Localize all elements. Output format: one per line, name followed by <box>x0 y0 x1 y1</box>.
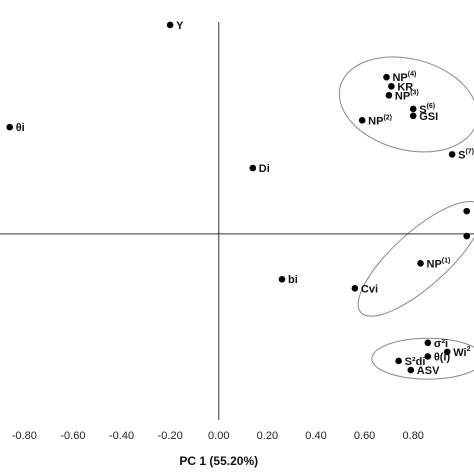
point-label: Di <box>259 163 270 175</box>
point-label: Y <box>176 20 184 32</box>
x-tick-label: -0.40 <box>109 430 134 442</box>
point-label: Cvi <box>361 283 378 295</box>
point-label: S²di <box>405 356 426 368</box>
x-tick-label: 0.80 <box>403 430 424 442</box>
data-point <box>463 232 471 240</box>
data-point <box>395 357 402 365</box>
x-tick-label: 0.60 <box>354 430 375 442</box>
data-point <box>407 366 415 374</box>
data-point <box>424 353 432 360</box>
data-point <box>249 164 257 172</box>
data-point <box>388 82 395 90</box>
point-label: NP(3) <box>395 89 419 102</box>
data-point <box>409 112 417 120</box>
data-point <box>358 117 366 124</box>
data-point <box>463 207 471 215</box>
data-point <box>278 275 286 283</box>
x-tick-label: 0.20 <box>257 430 278 442</box>
point-label: NP(1) <box>427 257 451 270</box>
point-label: θi <box>16 122 25 134</box>
x-tick-label: 0.40 <box>305 430 326 442</box>
cluster-ellipse <box>371 337 474 380</box>
data-point <box>409 105 417 113</box>
point-label: σ²i <box>434 338 448 350</box>
point-label: GSI <box>419 111 438 123</box>
point-label: θ(i) <box>434 351 451 363</box>
point-label: Wi2 <box>453 346 470 359</box>
data-point <box>6 123 14 131</box>
cluster-ellipse <box>357 200 474 317</box>
data-point <box>166 21 174 29</box>
x-tick-label: 0.00 <box>208 430 229 442</box>
data-point <box>448 151 456 158</box>
point-label: ASV <box>417 365 440 377</box>
data-point <box>443 348 451 356</box>
data-point <box>417 260 424 267</box>
data-point <box>424 339 432 347</box>
data-point <box>383 73 390 81</box>
x-tick-label: -0.80 <box>12 430 37 442</box>
x-axis-label: PC 1 (55.20%) <box>179 454 258 468</box>
point-label: S(7) <box>458 148 474 161</box>
data-point <box>351 285 359 292</box>
group-ellipses <box>338 56 474 380</box>
x-tick-label: -0.20 <box>158 430 183 442</box>
point-label: bi <box>288 274 298 286</box>
x-axis-ticks: -0.80 -0.60 -0.40 -0.20 0.00 0.20 0.40 0.60 0.80 <box>12 430 424 442</box>
x-tick-label: -0.60 <box>60 430 85 442</box>
data-point <box>385 92 393 99</box>
cluster-ellipse <box>338 56 474 153</box>
data-points: YθiDiNP(4)KRNP(3)S(6)GSINP(2)S(7)NP(1)bi… <box>6 20 474 377</box>
point-label: NP(2) <box>368 114 392 127</box>
point-label: KR <box>397 81 413 93</box>
